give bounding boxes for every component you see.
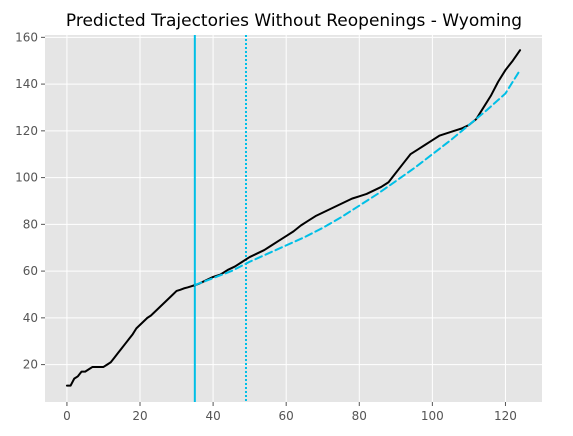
y-tick-label: 140 — [15, 77, 38, 91]
x-tick-label: 40 — [205, 409, 220, 423]
plot-background — [45, 35, 542, 402]
y-axis-ticks: 20 40 60 80 100 120 140 160 — [15, 30, 45, 372]
x-tick-label: 20 — [132, 409, 147, 423]
x-tick-label: 0 — [63, 409, 71, 423]
chart-title: Predicted Trajectories Without Reopening… — [66, 11, 522, 31]
x-axis-ticks: 0 20 40 60 80 100 120 — [63, 402, 517, 423]
series-lines — [65, 49, 522, 387]
actual-trajectory-line — [65, 49, 522, 387]
x-tick-label: 80 — [352, 409, 367, 423]
x-tick-label: 60 — [279, 409, 294, 423]
x-tick-label: 100 — [421, 409, 444, 423]
y-tick-label: 80 — [23, 217, 38, 231]
x-tick-label: 120 — [494, 409, 517, 423]
y-tick-label: 120 — [15, 124, 38, 138]
reference-lines — [193, 35, 247, 402]
y-tick-label: 100 — [15, 171, 38, 185]
grid — [45, 35, 542, 402]
predicted-trajectory-line — [193, 69, 522, 287]
y-tick-label: 40 — [23, 311, 38, 325]
y-tick-label: 60 — [23, 264, 38, 278]
y-tick-label: 160 — [15, 30, 38, 44]
y-tick-label: 20 — [23, 358, 38, 372]
